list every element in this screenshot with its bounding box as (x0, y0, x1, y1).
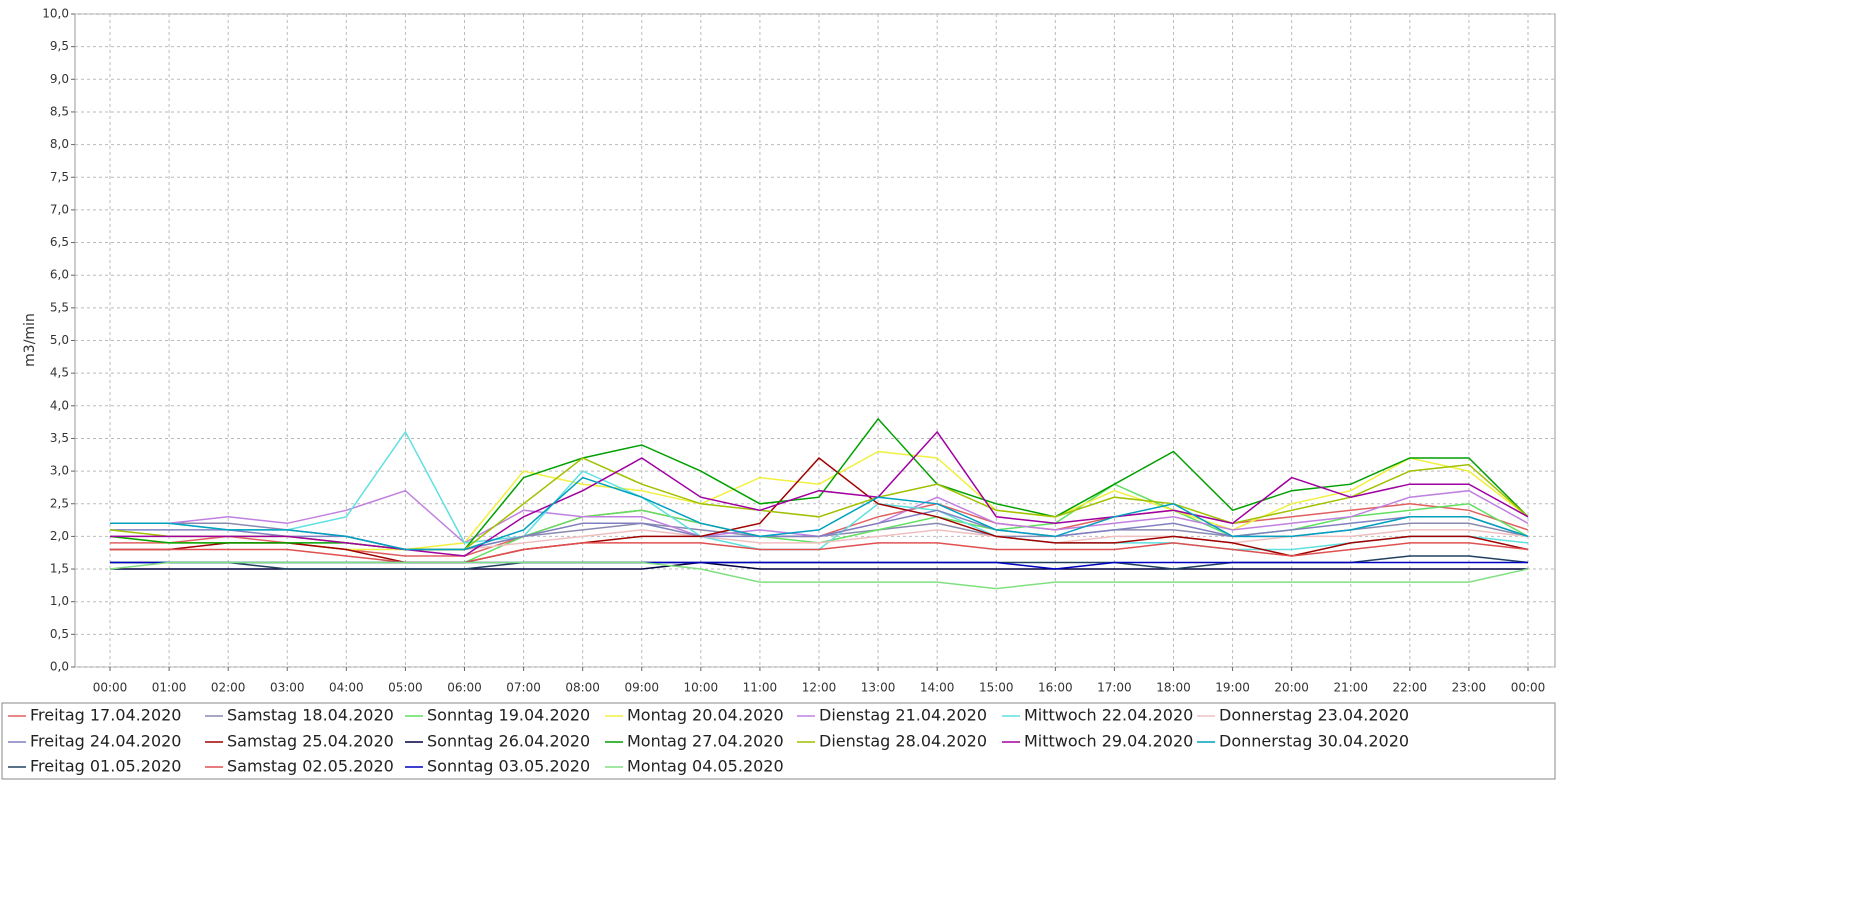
legend-label: Montag 20.04.2020 (627, 706, 784, 725)
y-axis-label: m3/min (22, 313, 38, 367)
legend-label: Sonntag 26.04.2020 (427, 732, 590, 751)
x-tick-label: 15:00 (979, 681, 1014, 695)
x-tick-label: 00:00 (93, 681, 128, 695)
x-tick-label: 06:00 (447, 681, 482, 695)
y-tick-label: 4,0 (50, 398, 69, 412)
x-tick-label: 00:00 (1511, 681, 1546, 695)
x-tick-label: 09:00 (624, 681, 659, 695)
x-tick-label: 19:00 (1215, 681, 1250, 695)
x-tick-label: 21:00 (1333, 681, 1368, 695)
y-tick-label: 7,5 (50, 170, 69, 184)
y-tick-label: 4,5 (50, 366, 69, 380)
x-tick-label: 02:00 (211, 681, 246, 695)
series-line (109, 561, 1529, 590)
legend-label: Freitag 01.05.2020 (30, 757, 181, 776)
legend-label: Freitag 24.04.2020 (30, 732, 181, 751)
x-tick-label: 07:00 (506, 681, 541, 695)
x-tick-label: 16:00 (1038, 681, 1073, 695)
x-tick-label: 23:00 (1452, 681, 1487, 695)
legend-label: Donnerstag 23.04.2020 (1219, 706, 1409, 725)
y-tick-label: 8,5 (50, 104, 69, 118)
x-tick-label: 04:00 (329, 681, 364, 695)
y-tick-label: 2,0 (50, 529, 69, 543)
series-line (110, 430, 1529, 557)
legend-label: Freitag 17.04.2020 (30, 706, 181, 725)
x-tick-label: 11:00 (743, 681, 778, 695)
y-tick-label: 5,5 (50, 300, 69, 314)
y-tick-label: 3,0 (50, 464, 69, 478)
y-tick-label: 6,5 (50, 235, 69, 249)
y-tick-label: 0,0 (50, 660, 69, 674)
legend-label: Samstag 25.04.2020 (227, 732, 394, 751)
legend-label: Samstag 02.05.2020 (227, 757, 394, 776)
x-tick-label: 08:00 (565, 681, 600, 695)
y-tick-label: 1,0 (50, 594, 69, 608)
x-tick-label: 14:00 (920, 681, 955, 695)
legend-label: Dienstag 21.04.2020 (819, 706, 987, 725)
y-tick-label: 6,0 (50, 268, 69, 282)
legend-label: Mittwoch 29.04.2020 (1024, 732, 1193, 751)
series-line (110, 476, 1529, 551)
y-tick-label: 9,5 (50, 39, 69, 53)
x-tick-label: 13:00 (861, 681, 896, 695)
legend-label: Samstag 18.04.2020 (227, 706, 394, 725)
x-tick-label: 01:00 (152, 681, 187, 695)
x-tick-label: 03:00 (270, 681, 305, 695)
x-tick-label: 22:00 (1393, 681, 1428, 695)
legend-label: Sonntag 19.04.2020 (427, 706, 590, 725)
y-tick-label: 10,0 (42, 7, 69, 21)
legend-label: Dienstag 28.04.2020 (819, 732, 987, 751)
x-tick-label: 10:00 (684, 681, 719, 695)
x-tick-label: 12:00 (802, 681, 837, 695)
x-tick-label: 17:00 (1097, 681, 1132, 695)
legend-label: Montag 27.04.2020 (627, 732, 784, 751)
legend-label: Mittwoch 22.04.2020 (1024, 706, 1193, 725)
y-tick-label: 2,5 (50, 496, 69, 510)
x-tick-label: 05:00 (388, 681, 423, 695)
y-tick-label: 9,0 (50, 72, 69, 86)
x-tick-label: 18:00 (1156, 681, 1191, 695)
legend-label: Sonntag 03.05.2020 (427, 757, 590, 776)
y-tick-label: 5,0 (50, 333, 69, 347)
series-line (110, 542, 1529, 564)
legend-label: Montag 04.05.2020 (627, 757, 784, 776)
x-tick-label: 20:00 (1274, 681, 1309, 695)
y-tick-label: 3,5 (50, 431, 69, 445)
legend-label: Donnerstag 30.04.2020 (1219, 732, 1409, 751)
y-tick-label: 8,0 (50, 137, 69, 151)
y-tick-label: 1,5 (50, 562, 69, 576)
legend-box (1, 702, 1556, 780)
y-tick-label: 0,5 (50, 627, 69, 641)
y-tick-label: 7,0 (50, 202, 69, 216)
